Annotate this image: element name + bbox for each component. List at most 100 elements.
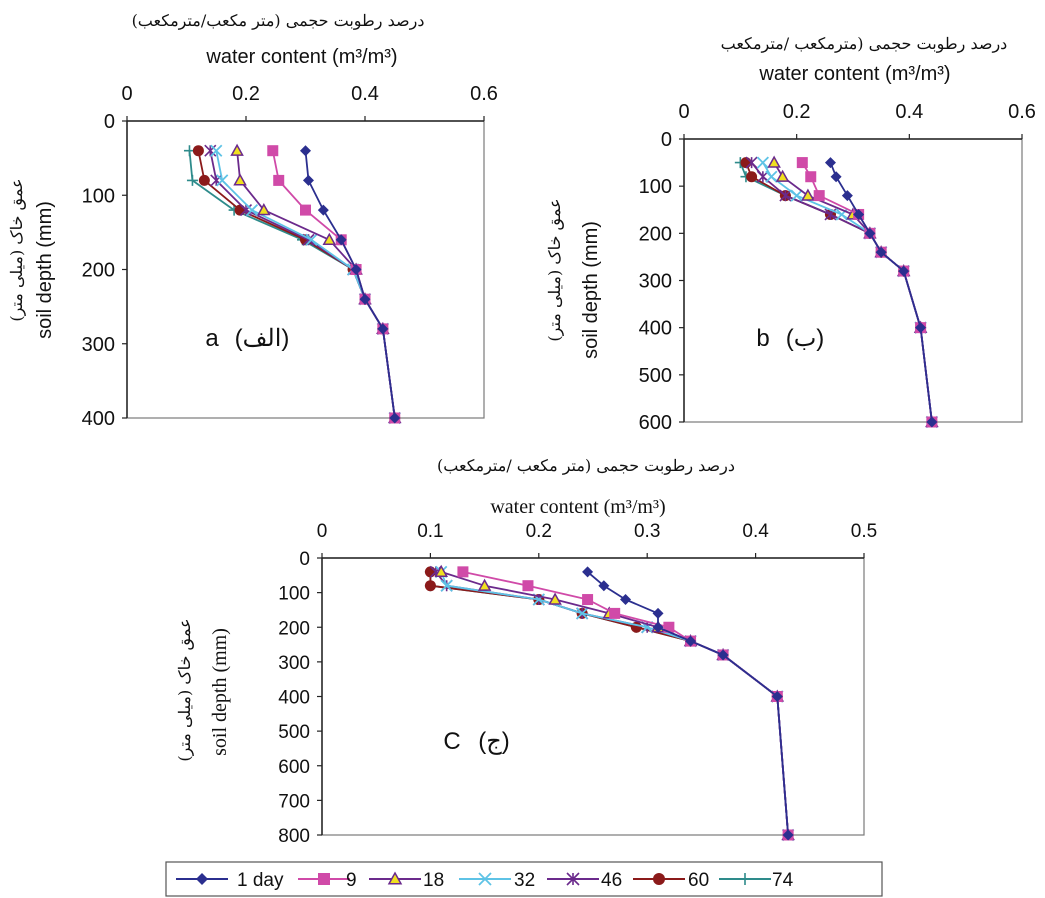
panel-c-data-point: [771, 691, 783, 702]
panel-a-data-point: [350, 264, 362, 275]
panel-b-series-9: [796, 157, 938, 428]
panel-a-series-line: [236, 150, 396, 419]
panel-a-ylabel: soil depth (mm): [34, 201, 56, 339]
panel-b-data-point: [824, 157, 836, 169]
panel-a-xtick-label: 0.2: [232, 83, 260, 105]
panel-a-ylabel-fa: عمق خاک (میلی متر): [7, 178, 26, 321]
panel-b-data-point: [775, 169, 790, 182]
panel-c-data-point: [652, 621, 664, 633]
panel-c-ytick-label: 500: [278, 722, 310, 743]
panel-b-frame: [683, 138, 1023, 423]
panel-b-data-point: [915, 322, 927, 334]
legend-item-46: 46: [547, 870, 622, 891]
panel-a-xtick-label: 0.4: [351, 83, 379, 105]
panel-a-ytick-label: 100: [82, 185, 115, 207]
panel-a-frame: [126, 120, 485, 419]
panel-b-data-point: [767, 155, 781, 168]
panel-b-ytick-label: 400: [639, 318, 672, 340]
panel-b-ytick-label: 300: [639, 271, 672, 293]
panel-c-xtick-label: 0.3: [634, 521, 660, 542]
legend-item-74: 74: [719, 870, 794, 891]
panel-a-series-9: [267, 145, 401, 424]
legend-marker: [318, 873, 330, 885]
panel-c-series-46: [429, 565, 795, 842]
panel-c-label: C: [443, 728, 460, 755]
panel-c-data-point: [576, 607, 589, 620]
panel-b-title-fa: درصد رطوبت حجمی (مترمکعب /مترمکعب: [721, 34, 1008, 53]
panel-c: درصد رطوبت حجمی (متر مکعب /مترمکعب) wate…: [175, 456, 877, 847]
legend-marker: [566, 872, 580, 886]
panel-b-data-point: [864, 227, 876, 239]
panel-a-series-74: [183, 145, 401, 424]
panel-c-xtick-label: 0.1: [417, 521, 443, 542]
panel-b-data-point: [790, 189, 803, 202]
panel-c-series-line: [462, 571, 789, 836]
panel-a-title-fa: درصد رطوبت حجمی (متر مکعب/مترمکعب): [132, 11, 425, 30]
panel-a-label-fa: (الف): [235, 325, 290, 352]
panel-a-series-line: [209, 150, 396, 419]
panel-b-label: b: [756, 325, 769, 352]
panel-c-data-point: [440, 579, 453, 592]
legend-marker: [653, 873, 665, 885]
panel-b-ytick-label: 100: [639, 176, 672, 198]
panel-c-xlabel: water content (m³/m³): [490, 496, 665, 518]
panel-b-xtick-label: 0.4: [895, 101, 923, 123]
panel-c-label-fa: (ج): [478, 728, 509, 755]
panel-a-plot: 0 0.2 0.4 0.6 0 100 200 300 400: [82, 83, 498, 430]
panel-a-data-point: [359, 293, 371, 305]
legend-marker: [739, 873, 751, 885]
legend-item-18: 18: [369, 870, 444, 891]
legend-item-1-day: 1 day: [176, 870, 284, 891]
legend-marker: [387, 871, 403, 885]
legend-label: 60: [688, 870, 709, 891]
panel-b-data-point: [853, 208, 865, 220]
panel-b-label-fa: (ب): [786, 325, 825, 352]
panel-c-ylabel-fa: عمق خاک (میلی متر): [175, 618, 194, 761]
panel-a-data-point: [389, 412, 401, 424]
panel-a-data-point: [302, 174, 314, 186]
panel-b-xtick-label: 0: [678, 101, 689, 123]
panel-a-label: a: [205, 325, 219, 352]
panel-b-data-point: [765, 170, 778, 183]
panel-a-data-point: [234, 204, 246, 216]
panel-c-ytick-label: 300: [278, 653, 310, 674]
panel-b-ylabel-fa: عمق خاک (میلی متر): [545, 198, 564, 341]
panel-a-series-18: [230, 143, 402, 424]
panel-c-data-point: [685, 635, 697, 647]
panel-a-data-point: [305, 233, 318, 246]
panel-b-data-point: [813, 190, 825, 202]
panel-b-ytick-label: 500: [639, 365, 672, 387]
panel-c-data-point: [582, 566, 594, 578]
panel-a-data-point: [257, 203, 271, 216]
panel-b-data-point: [740, 157, 752, 169]
panel-b-series-line: [745, 162, 933, 423]
legend-label: 18: [423, 870, 444, 891]
panel-a-data-point: [317, 204, 329, 216]
panel-b-series-74: [734, 157, 938, 428]
panel-c-xtick-label: 0.4: [742, 521, 769, 542]
panel-c-data-point: [717, 649, 729, 661]
panel-b-data-point: [830, 171, 842, 183]
legend-label: 74: [772, 870, 794, 891]
panel-a-data-point: [210, 144, 223, 157]
legend-label: 32: [514, 870, 535, 891]
legend: 1 day 9 18 32 46 60 74: [165, 861, 883, 897]
panel-b-data-point: [745, 156, 758, 169]
panel-c-data-point: [522, 580, 534, 592]
panel-b-xtick-label: 0.6: [1008, 101, 1036, 123]
panel-a: درصد رطوبت حجمی (متر مکعب/مترمکعب) water…: [7, 11, 498, 430]
panel-a-data-point: [204, 144, 217, 157]
panel-c-title-fa: درصد رطوبت حجمی (متر مکعب /مترمکعب): [437, 456, 735, 475]
panel-c-series-32: [435, 565, 795, 842]
panel-c-data-point: [548, 592, 562, 605]
panel-a-data-point: [192, 145, 204, 157]
panel-a-ytick-label: 400: [82, 408, 115, 430]
panel-a-series-1-day: [300, 145, 401, 424]
panel-b-series-60: [740, 157, 938, 428]
legend-label: 9: [346, 870, 357, 891]
panel-a-data-point: [377, 323, 389, 335]
panel-a-data-point: [198, 174, 210, 186]
panel-c-data-point: [457, 566, 469, 578]
panel-b-data-point: [805, 171, 817, 183]
